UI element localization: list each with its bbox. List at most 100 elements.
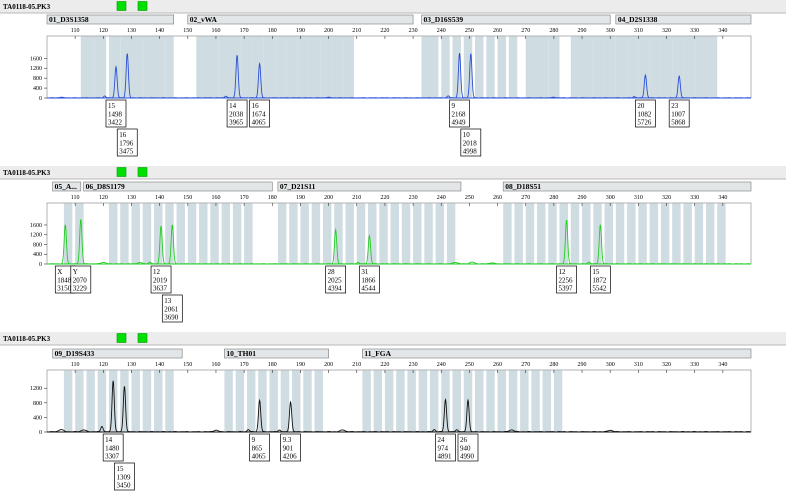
x-tick-label: 250 [465, 195, 474, 201]
locus-name: 10_TH01 [226, 349, 256, 358]
allele-bin [475, 370, 484, 432]
allele-bin [627, 36, 639, 98]
allele-bin [514, 203, 523, 264]
sample-title: TA0118-05.PK3 [3, 3, 51, 11]
allele-bin [717, 203, 726, 264]
allele-bin [694, 36, 706, 98]
allele-bin [199, 203, 208, 264]
allele-bin [297, 36, 309, 98]
x-tick-label: 220 [380, 28, 389, 34]
allele-bin [108, 203, 118, 264]
allele-label-box [116, 128, 138, 157]
locus-marker [52, 348, 183, 359]
allele-bin [559, 203, 568, 264]
allele-bin [486, 370, 495, 432]
allele-label-box [556, 265, 577, 294]
x-tick-label: 190 [296, 28, 305, 34]
allele-call: 13 [164, 297, 172, 305]
allele-label-box [435, 433, 456, 462]
allele-height: 2019 [153, 276, 168, 284]
x-tick-label: 340 [718, 362, 727, 368]
x-tick-label: 180 [268, 195, 277, 201]
allele-bin [308, 36, 321, 98]
allele-bin [418, 370, 428, 432]
allele-bin [452, 36, 461, 98]
y-tick-label: 1600 [30, 56, 42, 62]
dye-indicator-1 [116, 333, 127, 343]
y-tick-label: 1600 [30, 223, 42, 229]
allele-label-box [359, 265, 380, 294]
allele-bin [207, 36, 219, 98]
allele-bin [486, 36, 495, 98]
allele-label-box [280, 433, 301, 462]
allele-bin [280, 370, 290, 432]
allele-bin [232, 203, 242, 264]
allele-bin [660, 203, 670, 264]
allele-height: 2168 [452, 110, 467, 118]
x-tick-label: 140 [155, 362, 164, 368]
x-tick-label: 210 [352, 195, 361, 201]
allele-bin [120, 203, 129, 264]
locus-marker [187, 14, 414, 25]
allele-bin [542, 370, 552, 432]
sample-title: TA0118-05.PK3 [3, 335, 51, 343]
x-tick-label: 220 [380, 195, 389, 201]
locus-name: 11_FGA [364, 349, 391, 358]
allele-bin [314, 370, 323, 432]
x-tick-label: 330 [690, 362, 699, 368]
allele-call: 14 [229, 102, 237, 110]
allele-bin [80, 36, 95, 98]
allele-bin [593, 36, 605, 98]
x-tick-label: 210 [352, 28, 361, 34]
allele-bin [672, 203, 681, 264]
x-tick-label: 310 [634, 28, 643, 34]
allele-area: 4544 [361, 285, 376, 293]
allele-label-box [589, 265, 611, 294]
allele-bin [446, 203, 456, 264]
x-tick-label: 250 [465, 362, 474, 368]
allele-bin [131, 36, 143, 98]
x-tick-label: 190 [296, 195, 305, 201]
x-tick-label: 120 [99, 195, 108, 201]
x-tick-label: 270 [521, 362, 530, 368]
locus-name: 04_D2S1338 [618, 15, 658, 24]
x-tick-label: 280 [549, 195, 558, 201]
allele-bin [165, 370, 174, 432]
allele-bin [553, 370, 563, 432]
allele-bin [531, 370, 540, 432]
allele-bin [570, 203, 580, 264]
x-tick-label: 290 [578, 195, 587, 201]
x-tick-label: 230 [409, 195, 418, 201]
dye-indicator-1 [116, 1, 127, 11]
x-tick-label: 330 [690, 28, 699, 34]
allele-bin [86, 370, 95, 432]
allele-bin [187, 203, 197, 264]
allele-height: 1082 [637, 110, 652, 118]
allele-height: 1498 [108, 110, 123, 118]
x-tick-label: 200 [324, 362, 333, 368]
allele-bin [120, 370, 129, 432]
allele-call: 15 [116, 465, 124, 473]
allele-bin [120, 36, 132, 98]
x-tick-label: 230 [409, 362, 418, 368]
allele-bin [615, 203, 625, 264]
allele-bin [407, 370, 416, 432]
y-tick-label: 1200 [30, 233, 42, 239]
allele-bin [300, 203, 309, 264]
x-tick-label: 290 [578, 362, 587, 368]
allele-bin [322, 203, 332, 264]
allele-area: 4891 [437, 453, 452, 461]
x-tick-label: 140 [155, 28, 164, 34]
x-tick-label: 320 [662, 28, 671, 34]
allele-call: Y [73, 268, 78, 276]
allele-area: 3637 [153, 285, 168, 293]
allele-area: 4206 [283, 453, 298, 461]
allele-bin [244, 203, 253, 264]
allele-bin [429, 370, 439, 432]
x-tick-label: 310 [634, 362, 643, 368]
allele-label-box [70, 265, 92, 294]
allele-height: 1480 [105, 444, 120, 452]
panel-header [0, 166, 786, 179]
allele-height: 940 [460, 444, 471, 452]
